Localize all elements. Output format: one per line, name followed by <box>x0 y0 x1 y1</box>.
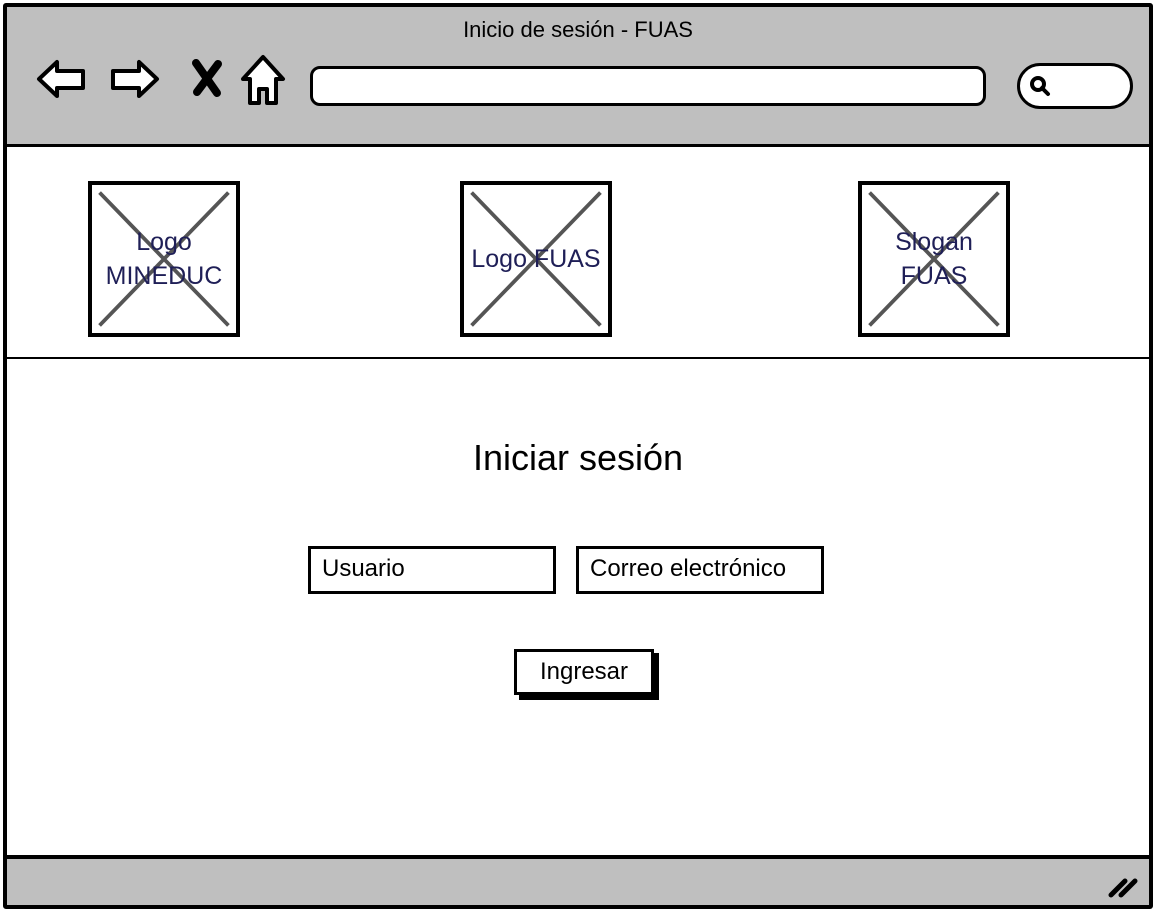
search-icon <box>1030 76 1050 96</box>
login-button[interactable]: Ingresar <box>514 649 654 695</box>
home-icon[interactable] <box>235 51 291 107</box>
logo-mineduc-label: Logo MINEDUC <box>105 228 223 290</box>
email-field-text: Correo electrónico <box>590 555 787 582</box>
browser-window: Inicio de sesión - FUAS <box>3 3 1153 909</box>
slogan-fuas-label: Slogan FUAS <box>895 228 973 290</box>
browser-toolbar: Inicio de sesión - FUAS <box>7 7 1149 147</box>
page-header: Logo MINEDUC Logo FUAS Slogan FUAS <box>7 147 1149 359</box>
slogan-fuas-image: Slogan FUAS <box>858 181 1010 337</box>
address-bar[interactable] <box>310 66 986 106</box>
username-field[interactable]: Usuario <box>308 546 556 594</box>
forward-arrow-icon[interactable] <box>107 51 163 107</box>
stop-icon[interactable] <box>181 51 237 107</box>
logo-fuas-label: Logo FUAS <box>471 245 601 273</box>
logo-mineduc-image: Logo MINEDUC <box>88 181 240 337</box>
page-title: Iniciar sesión <box>472 437 684 478</box>
username-field-text: Usuario <box>322 555 405 582</box>
window-title: Inicio de sesión - FUAS <box>463 17 693 42</box>
back-arrow-icon[interactable] <box>33 51 89 107</box>
status-bar <box>7 855 1149 905</box>
email-field[interactable]: Correo electrónico <box>576 546 824 594</box>
search-input[interactable] <box>1017 63 1133 109</box>
resize-handle-icon[interactable] <box>1107 871 1139 899</box>
logo-fuas-image: Logo FUAS <box>460 181 612 337</box>
